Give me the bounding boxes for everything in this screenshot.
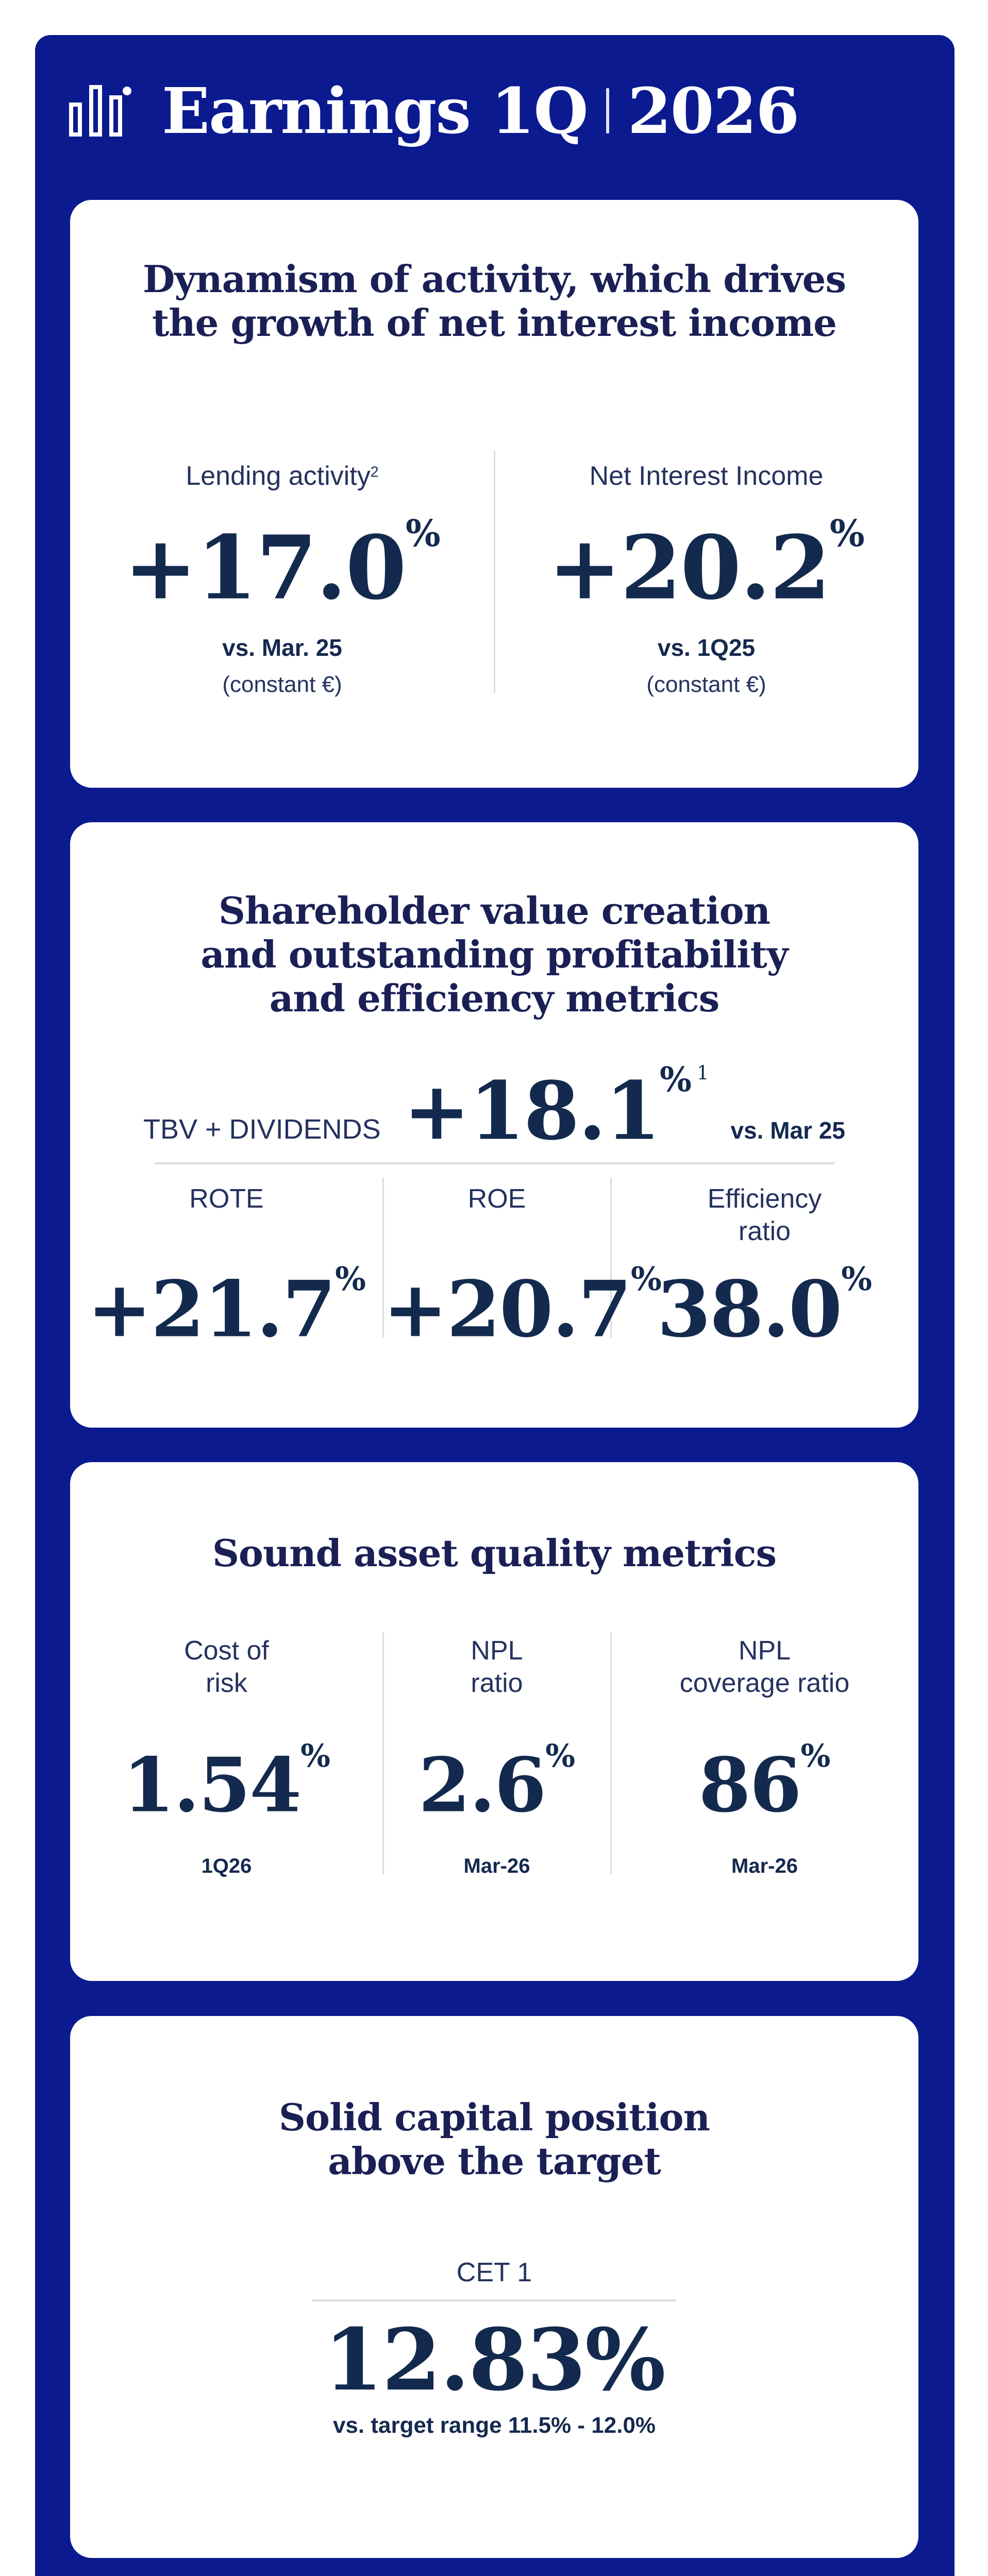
page-title-earnings: Earnings 1Q	[162, 74, 589, 148]
card-activity-title: Dynamism of activity, which drives the g…	[142, 257, 846, 345]
metric-value-number: +21.7	[87, 1264, 336, 1355]
metric-roe: ROE +20.7%	[383, 1183, 662, 1348]
vertical-divider	[494, 451, 495, 693]
metric-label: Net Interest Income	[494, 460, 918, 493]
metric-value-number: +20.2	[548, 516, 830, 620]
title-separator	[606, 88, 609, 133]
metric-label: Efficiency ratio	[707, 1184, 822, 1247]
card-asset-quality: Sound asset quality metrics Cost of risk…	[70, 1462, 918, 1981]
metric-label: ROE	[467, 1184, 526, 1214]
metric-value-number: +17.0	[124, 516, 406, 620]
bar-chart-icon-bar-medium	[109, 95, 122, 137]
tbv-value: +18.1% 1	[404, 1060, 709, 1150]
percent-sign: %	[800, 1738, 831, 1774]
metric-label: Cost of risk	[184, 1636, 269, 1699]
metric-period: Mar-26	[731, 1855, 798, 1878]
horizontal-divider	[154, 1162, 834, 1164]
vertical-divider	[610, 1178, 612, 1337]
bar-chart-icon-dot	[123, 87, 131, 95]
header: Earnings 1Q 2026	[69, 74, 800, 148]
bar-chart-icon-bar-tall	[89, 85, 102, 137]
metric-label-text: Lending activity	[186, 461, 371, 491]
metric-value-number: 86	[698, 1741, 802, 1829]
metric-value-number: 2.6	[418, 1741, 546, 1829]
metric-value: +17.0%	[70, 515, 494, 612]
percent-sign: %	[631, 1260, 662, 1298]
percent-sign: %	[659, 1060, 692, 1099]
vertical-divider	[382, 1178, 384, 1337]
page-title: Earnings 1Q 2026	[162, 74, 800, 148]
card-shareholder-title: Shareholder value creation and outstandi…	[200, 889, 788, 1020]
metric-label-text: Net Interest Income	[589, 461, 824, 491]
metric-basis: (constant €)	[646, 671, 766, 697]
page-title-year: 2026	[627, 74, 800, 148]
metric-efficiency-ratio: Efficiency ratio 38.0%	[611, 1183, 918, 1348]
metric-value-number: 1.54	[122, 1741, 302, 1829]
footnote-ref-2: 2	[370, 464, 379, 481]
metric-value: 86%	[611, 1738, 918, 1823]
metric-comparison: vs. Mar. 25	[222, 634, 342, 661]
metric-cost-of-risk: Cost of risk 1.54% 1Q26	[70, 1635, 383, 1878]
metric-label: NPL ratio	[471, 1636, 523, 1699]
card-capital-title: Solid capital position above the target	[279, 2095, 710, 2183]
bar-chart-icon-bar-short	[69, 103, 82, 137]
metric-value-number: 38.0	[657, 1264, 842, 1355]
card-activity: Dynamism of activity, which drives the g…	[70, 200, 918, 788]
vertical-divider	[382, 1632, 384, 1874]
card-asset-quality-title: Sound asset quality metrics	[212, 1531, 777, 1575]
metric-lending-activity: Lending activity2 +17.0% vs. Mar. 25 (co…	[70, 460, 494, 698]
metric-npl-coverage-ratio: NPL coverage ratio 86% Mar-26	[611, 1635, 918, 1878]
percent-sign: %	[335, 1260, 366, 1298]
tbv-label: TBV + DIVIDENDS	[143, 1114, 381, 1145]
metric-label: ROTE	[189, 1184, 264, 1214]
metric-label: NPL coverage ratio	[679, 1636, 850, 1699]
footnote-ref-1: 1	[696, 1061, 709, 1084]
card-shareholder-value: Shareholder value creation and outstandi…	[70, 822, 918, 1428]
metric-net-interest-income: Net Interest Income +20.2% vs. 1Q25 (con…	[494, 460, 918, 698]
bar-chart-icon	[69, 85, 132, 137]
metric-value-number: +20.7	[383, 1264, 632, 1355]
metric-value: +21.7%	[70, 1263, 383, 1348]
tbv-comparison: vs. Mar 25	[730, 1117, 845, 1144]
metric-label: Lending activity2	[70, 460, 494, 493]
earnings-frame: Earnings 1Q 2026 Dynamism of activity, w…	[35, 35, 954, 2576]
metric-rote: ROTE +21.7%	[70, 1183, 383, 1348]
metric-period: 1Q26	[201, 1855, 252, 1878]
cet1-value: 12.83%	[324, 2310, 665, 2410]
card-capital-position: Solid capital position above the target …	[70, 2016, 918, 2558]
tbv-value-number: +18.1	[403, 1063, 661, 1158]
cet1-label: CET 1	[456, 2258, 532, 2287]
metric-value: 38.0%	[611, 1263, 918, 1348]
metric-value: 1.54%	[70, 1738, 383, 1823]
metric-basis: (constant €)	[222, 671, 342, 697]
asset-quality-metrics-row: Cost of risk 1.54% 1Q26 NPL ratio 2.6% M…	[70, 1635, 918, 1878]
vertical-divider	[610, 1632, 612, 1874]
cet1-target-note: vs. target range 11.5% - 12.0%	[332, 2413, 656, 2438]
percent-sign: %	[841, 1260, 873, 1298]
metric-value: +20.7%	[383, 1263, 662, 1348]
profitability-metrics-row: ROTE +21.7% ROE +20.7% Efficiency ratio …	[70, 1183, 918, 1348]
percent-sign: %	[405, 512, 441, 555]
percent-sign: %	[545, 1738, 576, 1774]
metric-npl-ratio: NPL ratio 2.6% Mar-26	[383, 1635, 611, 1878]
percent-sign: %	[829, 512, 865, 555]
metric-comparison: vs. 1Q25	[657, 634, 756, 661]
metric-value: +20.2%	[494, 515, 918, 612]
metric-value: 2.6%	[383, 1738, 611, 1823]
metric-period: Mar-26	[463, 1855, 530, 1878]
horizontal-divider	[312, 2299, 676, 2301]
tbv-dividends-row: TBV + DIVIDENDS +18.1% 1 vs. Mar 25	[70, 1063, 918, 1150]
percent-sign: %	[300, 1738, 330, 1774]
